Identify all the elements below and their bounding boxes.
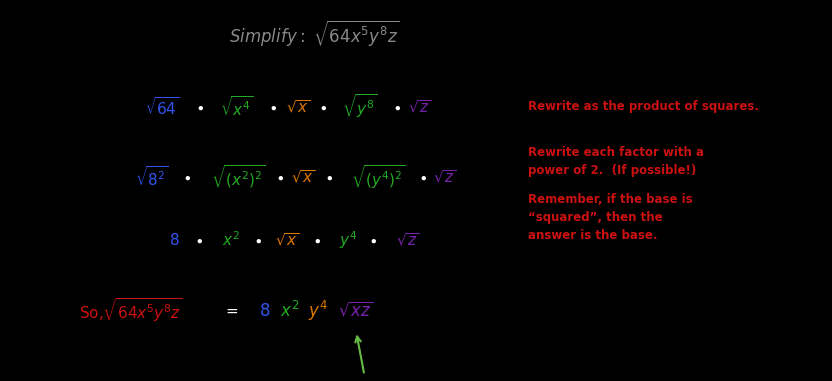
Text: $\sqrt{z}$: $\sqrt{z}$	[396, 232, 419, 248]
Text: $y^4$: $y^4$	[308, 298, 328, 323]
Text: $\bullet$: $\bullet$	[369, 232, 377, 248]
Text: $\sqrt{xz}$: $\sqrt{xz}$	[339, 301, 374, 320]
Text: Rewrite each factor with a
power of 2.  (If possible!): Rewrite each factor with a power of 2. (…	[528, 146, 705, 178]
Text: $\sqrt{y^8}$: $\sqrt{y^8}$	[342, 93, 377, 120]
Text: $\bullet$: $\bullet$	[319, 99, 327, 114]
Text: $\bullet$: $\bullet$	[418, 170, 427, 185]
Text: $\sqrt{z}$: $\sqrt{z}$	[433, 169, 457, 186]
Text: $\sqrt{x}$: $\sqrt{x}$	[291, 169, 316, 186]
Text: $y^4$: $y^4$	[339, 229, 357, 251]
Text: $\sqrt{8^2}$: $\sqrt{8^2}$	[136, 165, 169, 189]
Text: $\bullet$: $\bullet$	[254, 232, 262, 248]
Text: $\mathit{Simplify{:}}\ \sqrt{64x^5y^8z}$: $\mathit{Simplify{:}}\ \sqrt{64x^5y^8z}$	[229, 19, 399, 50]
Text: $\bullet$: $\bullet$	[194, 232, 202, 248]
Text: $8$: $8$	[170, 232, 180, 248]
Text: $x^2$: $x^2$	[280, 301, 300, 320]
Text: $\bullet$: $\bullet$	[182, 170, 191, 185]
Text: $\bullet$: $\bullet$	[312, 232, 320, 248]
Text: $8$: $8$	[259, 301, 270, 320]
Text: Remember, if the base is
“squared”, then the
answer is the base.: Remember, if the base is “squared”, then…	[528, 193, 693, 242]
Text: $\sqrt{z}$: $\sqrt{z}$	[409, 98, 432, 115]
Text: $\bullet$: $\bullet$	[269, 99, 277, 114]
Text: $\sqrt{(y^4)^2}$: $\sqrt{(y^4)^2}$	[351, 163, 406, 191]
Text: $x^2$: $x^2$	[222, 231, 240, 250]
Text: $\sqrt{64}$: $\sqrt{64}$	[145, 96, 180, 118]
Text: $\bullet$: $\bullet$	[275, 170, 284, 185]
Text: $\bullet$: $\bullet$	[324, 170, 333, 185]
Text: $\sqrt{x}$: $\sqrt{x}$	[275, 232, 300, 248]
Text: $\mathrm{So{,}}\sqrt{64x^5y^8z}$: $\mathrm{So{,}}\sqrt{64x^5y^8z}$	[79, 297, 183, 324]
Text: $\sqrt{x^4}$: $\sqrt{x^4}$	[220, 95, 254, 118]
Text: $\sqrt{x}$: $\sqrt{x}$	[285, 98, 310, 115]
Text: $=$: $=$	[223, 303, 240, 318]
Text: $\bullet$: $\bullet$	[196, 99, 204, 114]
Text: $\bullet$: $\bullet$	[393, 99, 401, 114]
Text: Rewrite as the product of squares.: Rewrite as the product of squares.	[528, 100, 760, 113]
Text: $\sqrt{(x^2)^2}$: $\sqrt{(x^2)^2}$	[210, 164, 265, 190]
